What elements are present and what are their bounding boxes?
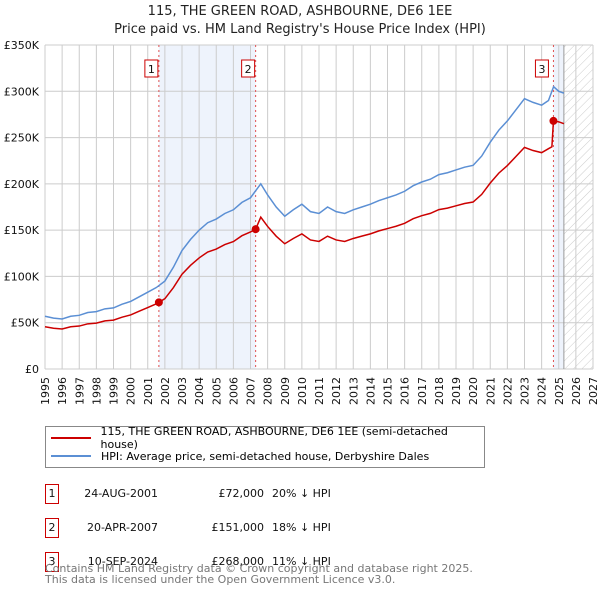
y-tick-label: £200K: [4, 178, 40, 191]
chart-title: 115, THE GREEN ROAD, ASHBOURNE, DE6 1EE: [147, 4, 453, 19]
x-tick-label: 2013: [347, 377, 360, 405]
sale-marker-label: 2: [245, 63, 252, 76]
blue-line-swatch: [51, 455, 91, 457]
x-tick-label: 2006: [227, 377, 240, 405]
x-tick-label: 2004: [193, 377, 206, 405]
sale-point: [154, 298, 163, 307]
legend-item-hpi: HPI: Average price, semi-detached house,…: [46, 447, 429, 465]
x-tick-label: 2019: [450, 377, 463, 405]
sale-price: £151,000: [211, 521, 265, 534]
sale-hpi-diff: 18% ↓ HPI: [272, 521, 331, 534]
x-tick-label: 2015: [382, 377, 395, 405]
x-tick-label: 2024: [536, 377, 549, 405]
x-tick-label: 2012: [330, 377, 343, 405]
x-tick-label: 2016: [399, 377, 412, 405]
sale-price: £72,000: [218, 487, 265, 500]
sale-price: £268,000: [211, 555, 265, 568]
footer-copyright: Contains HM Land Registry data © Crown c…: [45, 562, 473, 575]
footer-licence: This data is licensed under the Open Gov…: [45, 573, 396, 586]
x-tick-label: 2017: [416, 377, 429, 405]
sale-number: 3: [45, 552, 59, 572]
legend-label: 115, THE GREEN ROAD, ASHBOURNE, DE6 1EE …: [100, 425, 448, 451]
chart-subtitle: Price paid vs. HM Land Registry's House …: [114, 22, 486, 37]
series-line: [44, 120, 565, 330]
sale-marker-box: [241, 59, 256, 78]
x-tick-label: 1999: [108, 377, 121, 405]
x-tick-label: 2011: [313, 377, 326, 405]
x-tick-label: 2014: [364, 377, 377, 405]
y-tick-label: £150K: [4, 224, 40, 237]
forecast-hatch: [563, 45, 593, 369]
x-tick-label: 2007: [245, 377, 258, 405]
x-tick-label: 2000: [125, 377, 138, 405]
x-tick-label: 1996: [56, 377, 69, 405]
y-tick-label: £50K: [11, 317, 40, 330]
legend-label: HPI: Average price, semi-detached house,…: [101, 449, 430, 463]
y-tick-label: £350K: [4, 39, 40, 52]
y-tick-label: £250K: [4, 132, 40, 145]
sale-hpi-diff: 11% ↓ HPI: [272, 555, 331, 568]
x-tick-label: 2003: [176, 377, 189, 405]
x-tick-label: 2010: [296, 377, 309, 405]
x-tick-label: 2027: [587, 377, 600, 405]
legend: 115, THE GREEN ROAD, ASHBOURNE, DE6 1EE …: [45, 425, 485, 468]
sale-date: 20-APR-2007: [86, 521, 158, 534]
x-tick-label: 1998: [90, 377, 103, 405]
sale-point: [549, 116, 558, 125]
x-tick-label: 2022: [501, 377, 514, 405]
sale-number: 2: [45, 518, 59, 538]
x-tick-label: 2025: [553, 377, 566, 405]
x-tick-label: 2021: [484, 377, 497, 405]
y-tick-label: £0: [25, 363, 39, 376]
shaded-period: [158, 45, 256, 369]
series-line: [44, 85, 565, 320]
x-tick-label: 1997: [73, 377, 86, 405]
sale-date: 10-SEP-2024: [87, 555, 158, 568]
x-tick-label: 2005: [210, 377, 223, 405]
sale-date: 24-AUG-2001: [84, 487, 158, 500]
y-tick-label: £300K: [4, 85, 40, 98]
sale-marker-box: [144, 59, 159, 78]
x-tick-label: 2023: [519, 377, 532, 405]
x-tick-label: 2020: [467, 377, 480, 405]
red-line-swatch: [51, 437, 91, 439]
legend-item-property: 115, THE GREEN ROAD, ASHBOURNE, DE6 1EE …: [46, 425, 484, 451]
sale-marker-label: 3: [538, 63, 545, 76]
y-tick-label: £100K: [4, 270, 40, 283]
sale-point: [251, 225, 260, 234]
x-tick-label: 2002: [159, 377, 172, 405]
x-tick-label: 2001: [142, 377, 155, 405]
sale-hpi-diff: 20% ↓ HPI: [272, 487, 331, 500]
x-tick-label: 2018: [433, 377, 446, 405]
sale-number: 1: [45, 484, 59, 504]
price-chart: 1995 1996 1997 1998 1999 2000 2001 2002 2003 2004…: [4, 39, 600, 405]
sale-marker-label: 1: [148, 63, 155, 76]
x-tick-label: 2026: [570, 377, 583, 405]
x-tick-label: 2009: [279, 377, 292, 405]
x-tick-label: 2008: [262, 377, 275, 405]
x-tick-label: 1995: [39, 377, 52, 405]
sale-marker-box: [534, 59, 549, 78]
